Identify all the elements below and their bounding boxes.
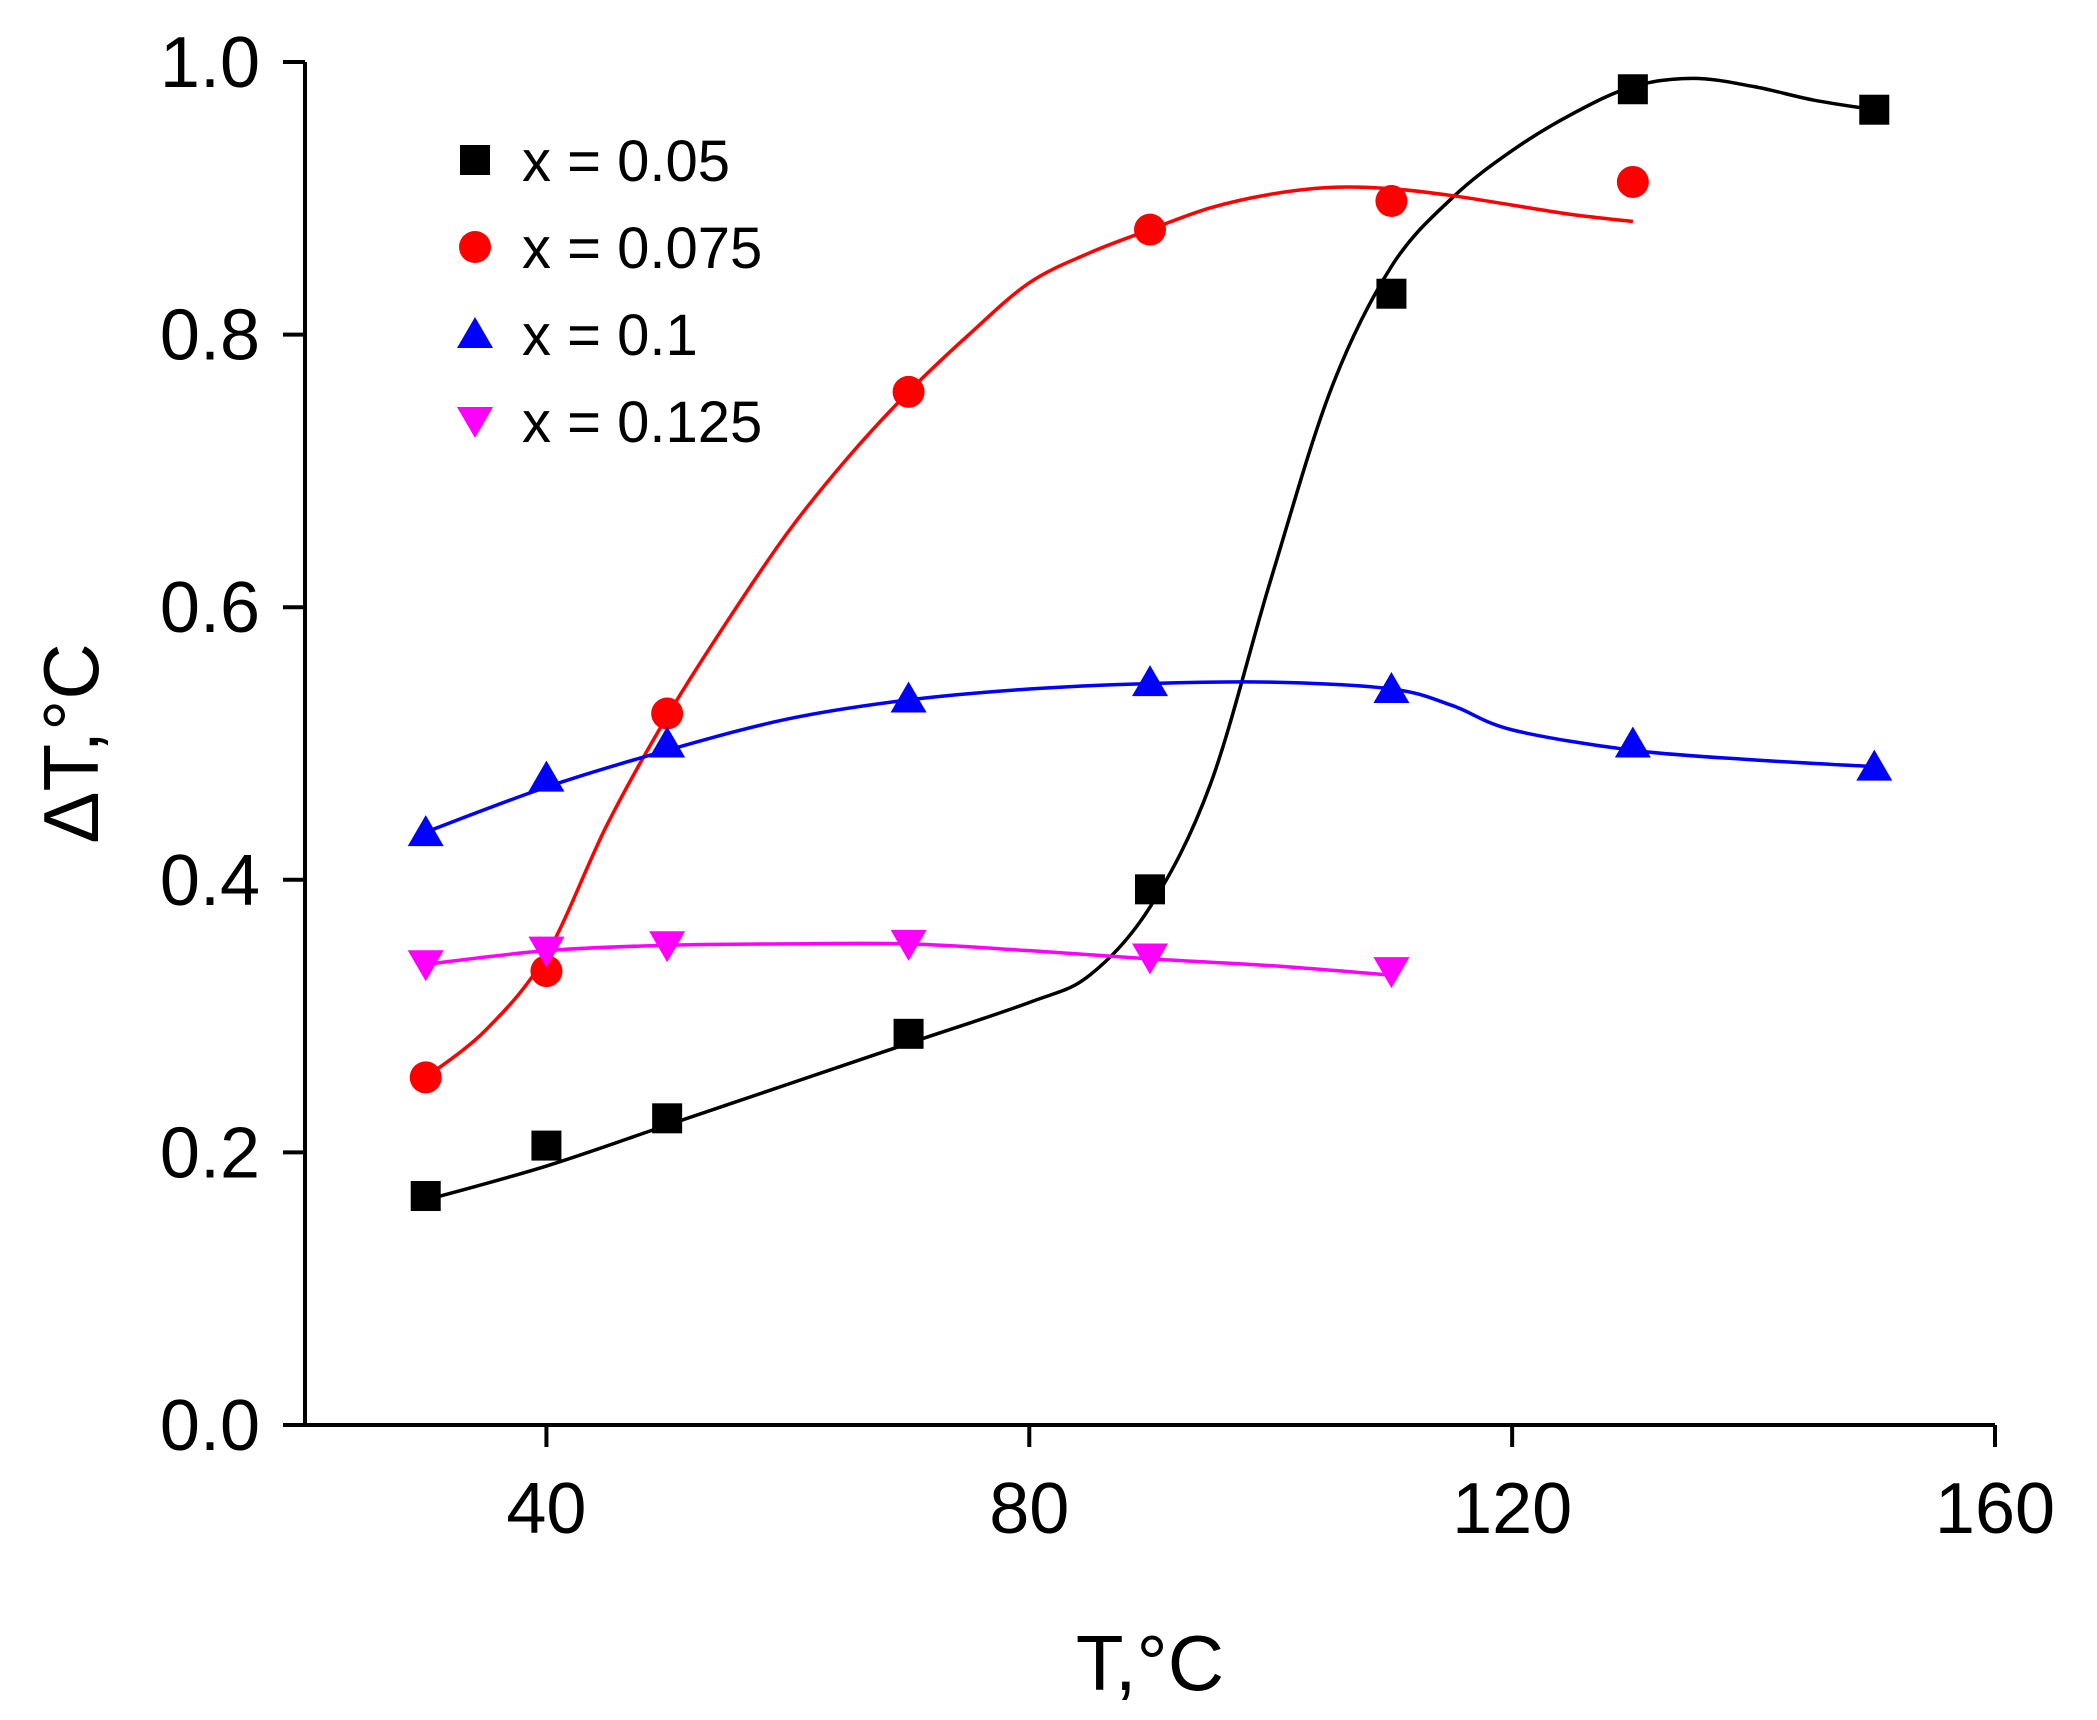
y-tick-label: 0.8 [160,296,260,376]
x-tick-label: 40 [506,1469,586,1549]
data-point-series-1 [531,1130,562,1161]
legend-marker-4 [457,407,493,438]
legend-label-3: x = 0.1 [522,303,698,368]
data-point-series-3 [649,726,686,758]
data-point-series-4 [890,929,927,961]
data-point-series-4 [1132,943,1168,975]
data-point-series-2 [651,697,684,730]
data-point-series-2 [1616,165,1649,198]
legend-marker-2 [459,231,491,263]
fit-curve-series-3 [425,680,1875,834]
data-point-series-3 [1132,665,1168,697]
data-point-series-3 [528,760,565,792]
x-tick-label: 160 [1935,1469,2055,1549]
data-point-series-1 [410,1181,441,1212]
legend-marker-3 [457,317,493,348]
y-tick-label: 0.6 [160,568,260,648]
data-point-series-3 [890,681,927,713]
axes-layer: 0.0 0.2 0.4 0.6 0.8 1.0 40 80 120 160 [160,23,2055,1549]
data-point-series-4 [407,950,444,982]
data-point-series-2 [530,955,563,988]
data-point-series-3 [1856,749,1893,781]
data-point-series-2 [892,375,925,408]
markers-layer [407,74,1893,1212]
y-axis-title: ΔT,°C [27,643,115,843]
data-point-series-4 [528,936,565,968]
data-point-series-2 [409,1061,442,1094]
y-tick-label: 0.2 [160,1113,260,1193]
legend-marker-1 [460,145,490,175]
data-point-series-3 [407,815,444,847]
x-tick-label: 80 [989,1469,1069,1549]
x-tick-label: 120 [1452,1469,1572,1549]
x-axis-title: T,°C [1076,1619,1224,1707]
data-point-series-4 [649,931,686,963]
data-point-series-3 [1614,726,1651,758]
data-point-series-4 [1373,957,1410,989]
data-point-series-1 [1135,874,1165,905]
legend-label-1: x = 0.05 [522,129,730,194]
data-point-series-2 [1375,185,1408,218]
legend: x = 0.05 x = 0.075 x = 0.1 x = 0.125 [457,129,762,455]
data-point-series-1 [1859,94,1890,125]
data-point-series-1 [1617,74,1648,105]
data-point-series-2 [1134,213,1166,246]
y-tick-label: 0.0 [160,1386,260,1466]
data-point-series-1 [893,1018,924,1049]
y-tick-label: 1.0 [160,23,260,103]
legend-label-2: x = 0.075 [522,216,762,281]
legend-label-4: x = 0.125 [522,390,762,455]
y-tick-label: 0.4 [160,841,260,921]
data-point-series-1 [652,1103,683,1134]
data-point-series-1 [1376,278,1407,309]
data-point-series-3 [1373,671,1410,703]
